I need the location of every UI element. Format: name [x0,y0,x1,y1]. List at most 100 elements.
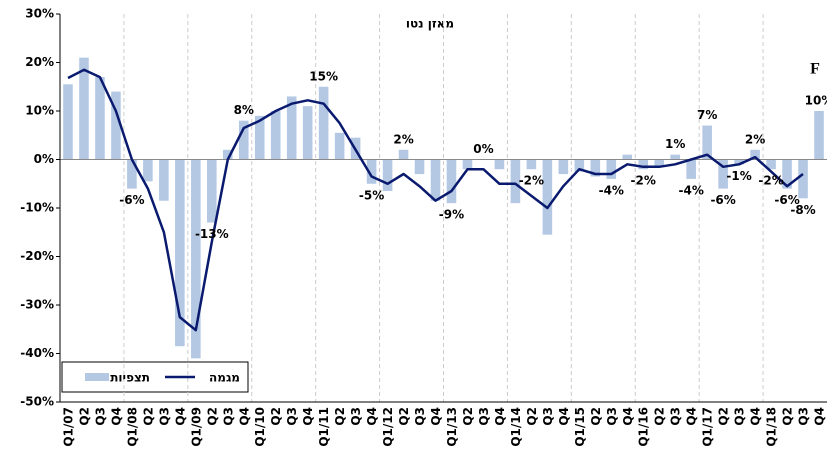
bar [510,159,521,204]
bar [95,77,105,160]
x-tick-label: Q3 [669,407,683,426]
x-tick-label: Q4 [301,407,315,426]
bar [606,159,617,179]
bar [127,159,137,189]
data-label: 7% [697,108,717,122]
x-tick-label: Q4 [813,407,827,426]
legend-swatch [85,373,109,381]
x-tick-label: Q1/09 [189,407,203,447]
y-tick-label: 20% [25,55,54,69]
y-tick-label: -50% [20,395,54,409]
x-tick-label: Q1/15 [573,407,587,447]
x-tick-label: Q3 [605,407,619,426]
bar [734,159,744,165]
x-tick-label: Q2 [205,407,219,426]
data-label: -4% [678,183,703,197]
x-tick-label: Q2 [397,407,411,426]
bar [702,125,712,160]
y-tick-label: -40% [20,346,54,360]
x-tick-label: Q1/10 [253,407,267,447]
x-tick-label: Q1/18 [765,407,779,447]
x-tick-label: Q4 [365,407,379,426]
bar [574,159,585,172]
bar [334,132,345,160]
bar [302,106,313,160]
x-tick-label: Q2 [525,407,539,426]
x-tick-label: Q3 [157,407,171,426]
data-label: 2% [745,132,765,146]
data-label: 2% [393,132,413,146]
bar [143,159,153,182]
bar [207,159,217,223]
x-tick-label: Q1/07 [61,407,75,447]
bar [686,159,696,179]
y-tick-label: 10% [25,104,54,118]
x-tick-label: Q1/17 [701,407,715,447]
x-tick-label: Q2 [589,407,603,426]
data-label: -9% [439,208,464,222]
bar [238,120,249,160]
legend-label: מגמה [209,371,240,385]
bar [270,111,281,160]
x-tick-label: Q2 [717,407,731,426]
x-tick-label: Q2 [77,407,91,426]
bar [590,159,601,177]
bar [542,159,553,235]
bar [638,159,649,170]
data-label: -8% [790,203,815,217]
data-label: -5% [359,188,384,202]
x-tick-label: Q4 [557,407,571,426]
x-tick-label: Q2 [653,407,667,426]
x-tick-label: Q2 [269,407,283,426]
bar [63,84,73,160]
data-label: 10% [805,94,827,108]
data-label: -2% [631,174,656,188]
y-tick-label: -20% [20,249,54,263]
bar [366,159,377,184]
bar [782,159,792,189]
data-label: -6% [774,193,799,207]
annotation: F [810,61,820,78]
y-tick-label: -30% [20,298,54,312]
x-tick-label: Q3 [733,407,747,426]
bar [622,154,633,160]
bar [191,159,201,359]
x-tick-label: Q1/12 [381,407,395,447]
bar [798,159,808,199]
bar [558,159,569,175]
data-label: -2% [519,174,544,188]
bar [670,154,680,160]
y-tick-label: 30% [25,7,54,21]
x-tick-label: Q2 [333,407,347,426]
x-tick-label: Q4 [749,407,763,426]
bar [462,159,473,170]
x-tick-label: Q2 [781,407,795,426]
x-tick-label: Q3 [285,407,299,426]
bar [654,159,665,167]
y-tick-label: 0% [34,152,54,166]
data-label: -2% [758,174,783,188]
x-tick-label: Q4 [109,407,123,426]
trend-line [67,68,804,332]
bar [79,57,89,160]
bar [446,159,457,204]
bar [159,159,169,201]
x-tick-label: Q3 [349,407,363,426]
bar [430,159,441,201]
x-tick-label: Q3 [477,407,491,426]
x-tick-label: Q3 [797,407,811,426]
bar [398,149,409,160]
data-label: 15% [309,69,338,83]
data-label: -6% [710,193,735,207]
bar [111,91,121,160]
bar [526,159,537,170]
bar [175,159,185,347]
data-label: 0% [473,142,493,156]
bar [414,159,425,175]
bar [718,159,728,189]
x-tick-label: Q3 [541,407,555,426]
x-tick-label: Q4 [237,407,251,426]
bar [382,159,393,192]
data-label: 1% [665,137,685,151]
